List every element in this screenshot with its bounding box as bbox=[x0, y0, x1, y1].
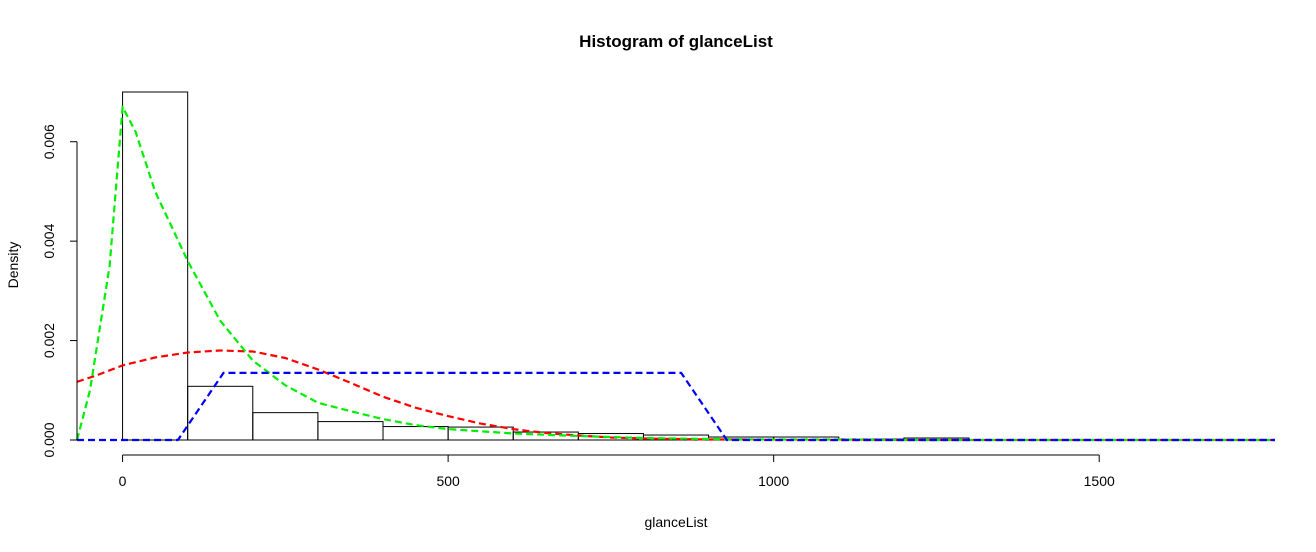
histogram-bars bbox=[122, 91, 970, 441]
x-tick-label: 0 bbox=[119, 473, 127, 489]
histogram-bar bbox=[122, 91, 189, 441]
density-curves bbox=[75, 105, 1275, 442]
x-tick-label: 500 bbox=[436, 473, 460, 489]
density-curve-3 bbox=[77, 371, 1275, 442]
y-axis: 0.000 0.002 0.004 0.006 bbox=[41, 124, 78, 458]
y-tick-label: 0.006 bbox=[41, 124, 57, 159]
x-tick-label: 1500 bbox=[1084, 473, 1115, 489]
y-axis-label: Density bbox=[5, 242, 21, 289]
y-tick-label: 0.000 bbox=[41, 422, 57, 457]
chart-title: Histogram of glanceList bbox=[579, 32, 773, 51]
y-tick-label: 0.004 bbox=[41, 223, 57, 258]
histogram-bar bbox=[447, 426, 514, 441]
x-axis: 0 500 1000 1500 bbox=[119, 454, 1115, 489]
histogram-bar bbox=[317, 421, 384, 441]
y-tick-label: 0.002 bbox=[41, 323, 57, 358]
x-axis-label: glanceList bbox=[644, 514, 707, 530]
histogram-bar bbox=[252, 412, 319, 441]
x-tick-label: 1000 bbox=[758, 473, 789, 489]
density-curve-2 bbox=[75, 105, 1275, 442]
